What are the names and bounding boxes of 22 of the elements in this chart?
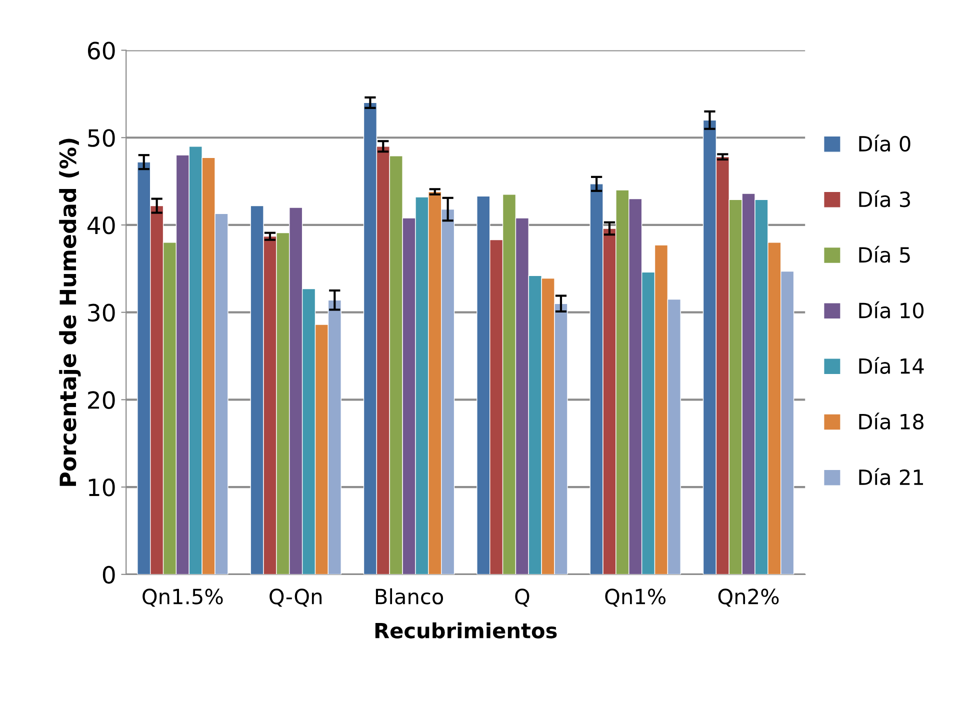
y-tick-label: 40	[87, 216, 115, 234]
legend-label: Día 18	[859, 412, 924, 430]
y-tick-label: 30	[88, 304, 115, 322]
x-axis-title: Recubrimientos	[375, 622, 557, 638]
x-tick-label: Blanco	[376, 588, 444, 604]
legend-label: Día 21	[859, 468, 923, 486]
y-tick-label: 0	[102, 566, 115, 584]
x-tick-label: Qn1.5%	[142, 588, 223, 607]
y-tick-label: 20	[88, 391, 115, 409]
y-tick-label: 50	[88, 129, 115, 147]
x-tick-label: Q	[515, 588, 530, 607]
legend-label: Día 14	[859, 356, 924, 374]
x-tick-label: Qn1%	[605, 588, 666, 607]
legend-label: Día 0	[859, 134, 910, 152]
y-tick-label: 60	[88, 42, 115, 60]
legend-label: Día 10	[859, 301, 924, 318]
y-axis-title: Porcentaje de Humedad (%)	[59, 138, 81, 486]
y-tick-label: 10	[88, 478, 115, 496]
legend-label: Día 5	[859, 246, 910, 263]
legend-label: Día 3	[859, 190, 910, 208]
x-tick-label: Qn2%	[718, 588, 779, 607]
x-tick-label: Q-Qn	[270, 588, 322, 607]
